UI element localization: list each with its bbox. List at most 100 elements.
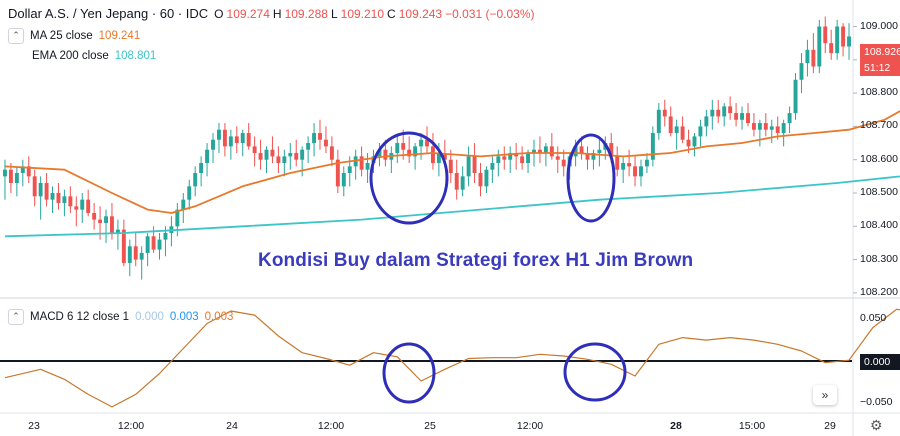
scroll-to-realtime-button[interactable]: » — [813, 385, 837, 405]
candle-body — [698, 126, 703, 137]
candle-body — [728, 106, 733, 114]
candle-body — [211, 139, 215, 150]
ma-legend[interactable]: ⌃ MA 25 close 109.241 — [8, 28, 140, 44]
candle-body — [68, 196, 73, 207]
candle-body — [460, 176, 465, 190]
candle-body — [121, 229, 126, 263]
low-value: 109.210 — [340, 6, 385, 21]
candle-body — [347, 166, 352, 174]
candle-body — [734, 113, 739, 120]
candle-body — [609, 143, 614, 157]
last-price-tag: 108.926 — [860, 44, 900, 60]
candle-body — [175, 209, 180, 227]
candle-body — [365, 163, 370, 170]
candle-body — [484, 169, 489, 187]
candle-body — [615, 156, 620, 170]
candle-body — [98, 219, 103, 223]
time-tick-label: 15:00 — [738, 420, 766, 432]
macd-zero-tag: 0.000 — [860, 354, 900, 370]
candle-body — [543, 146, 548, 154]
highlight-circle — [382, 342, 436, 404]
close-value: 109.243 — [398, 6, 443, 21]
candle-body — [234, 136, 239, 144]
macd-line — [4, 308, 900, 408]
candle-body — [115, 229, 120, 233]
highlight-circle — [563, 342, 627, 402]
candle-body — [306, 143, 311, 150]
candle-body — [799, 63, 804, 80]
candle-body — [133, 246, 138, 260]
change-value: −0.031 (−0.03%) — [445, 6, 535, 21]
candle-body — [425, 139, 429, 147]
macd-tick-label: −0.050 — [860, 395, 893, 408]
time-tick-label: 29 — [824, 420, 836, 432]
price-tick-label: 108.700 — [860, 119, 898, 132]
candle-body — [20, 166, 25, 174]
candle-body — [781, 123, 786, 134]
candle-body — [193, 173, 198, 187]
time-tick-label: 12:00 — [317, 420, 345, 432]
candle-body — [187, 186, 192, 200]
candle-body — [282, 156, 287, 164]
candle-body — [151, 236, 156, 250]
candle-body — [359, 156, 364, 170]
candle-body — [258, 153, 263, 160]
candle-body — [240, 133, 245, 144]
candle-body — [573, 146, 578, 157]
macd-legend[interactable]: ⌃ MACD 6 12 close 1 0.000 0.003 0.003 — [8, 309, 233, 325]
candle-body — [502, 156, 507, 160]
candle-body — [716, 109, 721, 117]
candle-body — [341, 173, 346, 187]
macd-signal-value: 0.003 — [204, 311, 234, 323]
candle-body — [490, 163, 495, 170]
candle-body — [644, 159, 649, 167]
candle-body — [145, 236, 150, 253]
candle-body — [228, 136, 233, 147]
time-tick-label: 24 — [226, 420, 238, 432]
candle-body — [401, 143, 406, 150]
candle-body — [32, 176, 37, 197]
highlight-circle — [369, 131, 449, 225]
overlay-title: Kondisi Buy dalam Strategi forex H1 Jim … — [258, 250, 694, 271]
symbol-header: Dollar A.S. / Yen Jepang · 60 · IDC O 109… — [8, 6, 535, 21]
macd-collapse-chevron-icon[interactable]: ⌃ — [8, 309, 24, 325]
candle-body — [92, 212, 97, 220]
candle-body — [436, 153, 441, 164]
candle-body — [312, 133, 317, 144]
candle-body — [710, 109, 715, 117]
candle-body — [639, 166, 643, 177]
candle-body — [537, 149, 542, 154]
candle-body — [50, 193, 55, 200]
ema-legend[interactable]: EMA 200 close 108.801 — [32, 50, 156, 62]
candle-body — [763, 123, 768, 130]
candle-body — [157, 239, 162, 250]
candle-body — [472, 156, 477, 174]
candle-body — [110, 216, 114, 233]
candle-body — [549, 146, 554, 157]
candle-body — [329, 146, 334, 160]
candle-body — [805, 49, 810, 64]
price-tick-label: 109.000 — [860, 19, 898, 32]
candle-body — [656, 109, 661, 134]
candle-body — [335, 159, 340, 187]
candle-body — [442, 153, 447, 160]
candle-body — [496, 156, 501, 164]
candle-body — [520, 156, 525, 164]
price-tick-label: 108.800 — [860, 86, 898, 99]
gear-icon[interactable]: ⚙ — [870, 417, 883, 433]
candle-body — [835, 26, 840, 54]
candle-body — [14, 173, 19, 184]
macd-histogram-value: 0.000 — [135, 311, 164, 323]
candle-body — [668, 116, 673, 134]
candle-body — [199, 163, 204, 174]
collapse-chevron-icon[interactable]: ⌃ — [8, 28, 24, 44]
candle-body — [674, 126, 679, 134]
candle-body — [163, 232, 168, 240]
high-label: H — [272, 6, 282, 21]
macd-line-value: 0.003 — [169, 311, 199, 323]
candle-body — [817, 26, 822, 67]
candle-body — [751, 123, 756, 130]
candle-body — [323, 139, 328, 147]
